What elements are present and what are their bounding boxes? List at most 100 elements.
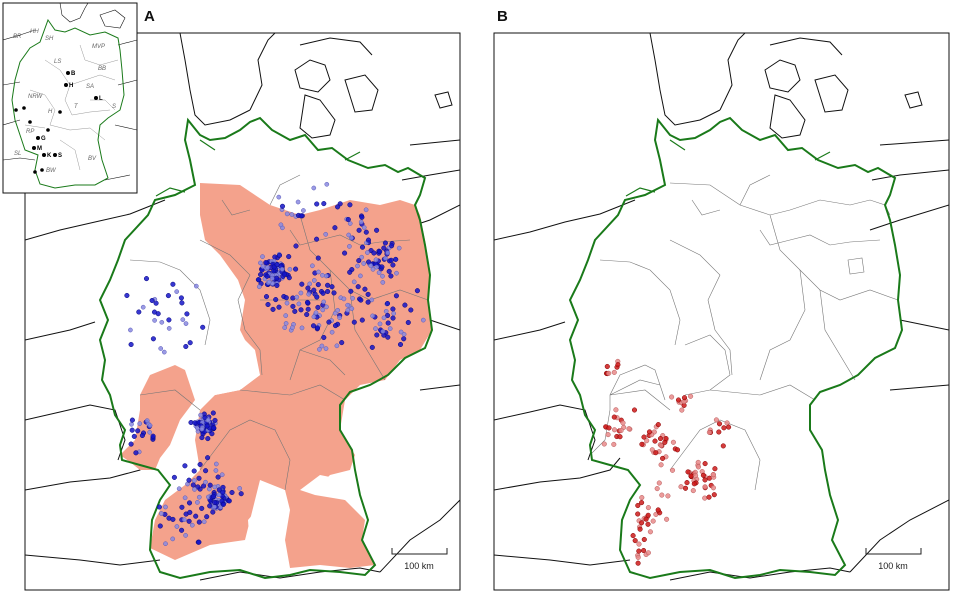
- data-point-b: [706, 494, 712, 500]
- data-point-a: [283, 321, 289, 326]
- data-point-a: [155, 311, 161, 317]
- scale-bar-b: [865, 548, 922, 555]
- data-point-a: [182, 495, 188, 501]
- inset-city-dot-m: [32, 146, 36, 150]
- data-point-a: [157, 523, 163, 529]
- data-point-a: [362, 286, 368, 292]
- data-point-a: [158, 346, 164, 351]
- data-point-a: [201, 519, 207, 525]
- data-point-a: [315, 304, 321, 310]
- data-point-a: [359, 244, 366, 250]
- data-point-a: [320, 307, 326, 313]
- data-point-b: [702, 495, 708, 501]
- data-point-b: [645, 512, 651, 518]
- data-point-a: [377, 321, 383, 327]
- data-point-b: [674, 447, 681, 453]
- data-point-a: [401, 336, 407, 342]
- data-point-a: [301, 208, 306, 213]
- data-point-a: [306, 291, 312, 297]
- data-point-b: [630, 533, 636, 539]
- data-point-a: [161, 349, 167, 355]
- inset-state-label-hh: HH: [30, 29, 39, 35]
- data-point-b: [656, 480, 662, 486]
- data-point-a: [310, 323, 317, 329]
- data-point-a: [293, 266, 299, 272]
- data-point-a: [279, 266, 285, 272]
- data-point-b: [665, 493, 671, 499]
- data-point-a: [282, 325, 288, 330]
- data-point-a: [140, 304, 146, 310]
- data-point-b: [713, 417, 719, 423]
- data-point-a: [207, 482, 213, 488]
- data-point-a: [359, 254, 365, 260]
- data-point-a: [292, 308, 298, 314]
- state-borders-b: [589, 174, 899, 491]
- data-point-a: [203, 479, 208, 485]
- data-point-a: [347, 244, 352, 249]
- data-point-a: [212, 484, 218, 490]
- data-point-a: [323, 346, 329, 351]
- data-point-a: [196, 519, 202, 525]
- data-point-a: [210, 410, 216, 416]
- data-point-b: [631, 407, 638, 413]
- inset-background: [2, 2, 138, 194]
- data-point-b: [641, 547, 647, 554]
- data-point-a: [377, 249, 383, 255]
- data-point-a: [390, 315, 396, 321]
- data-point-b: [658, 442, 664, 449]
- data-point-b: [706, 429, 712, 435]
- data-point-a: [287, 266, 293, 272]
- data-point-a: [374, 227, 380, 233]
- data-point-a: [335, 307, 341, 313]
- data-point-a: [286, 254, 292, 260]
- data-point-a: [210, 493, 217, 499]
- data-point-a: [321, 201, 327, 207]
- data-point-a: [299, 325, 305, 331]
- data-point-a: [298, 307, 304, 313]
- data-point-a: [359, 317, 365, 323]
- data-point-a: [350, 295, 355, 301]
- data-point-b: [641, 434, 647, 440]
- data-point-a: [200, 324, 206, 330]
- inset-site-dot: [22, 106, 26, 110]
- data-point-b: [702, 484, 708, 490]
- data-point-a: [226, 498, 232, 504]
- inset-city-label-l: L: [99, 96, 103, 102]
- data-point-a: [150, 336, 156, 342]
- data-point-a: [290, 325, 295, 330]
- data-point-a: [207, 503, 213, 509]
- data-point-a: [176, 486, 182, 492]
- data-point-a: [212, 499, 218, 506]
- inset-site-dot: [14, 108, 18, 112]
- data-point-a: [401, 331, 407, 337]
- data-point-a: [293, 243, 299, 249]
- data-point-b: [658, 462, 664, 468]
- panel-label-b: B: [497, 8, 508, 25]
- data-point-a: [220, 501, 226, 507]
- data-point-a: [324, 304, 329, 310]
- inset-city-label-k: K: [47, 153, 52, 159]
- inset-state-label-s: S: [112, 104, 116, 110]
- data-point-a: [186, 477, 192, 483]
- data-point-b: [611, 427, 618, 433]
- data-point-a: [298, 290, 304, 296]
- data-point-a: [210, 509, 216, 515]
- data-point-a: [274, 282, 280, 289]
- data-point-b: [605, 432, 611, 438]
- data-point-a: [311, 185, 317, 191]
- data-point-a: [174, 524, 180, 529]
- data-point-b: [645, 521, 651, 527]
- data-point-b: [716, 421, 723, 427]
- data-point-a: [332, 310, 338, 316]
- inset-state-label-h: H: [48, 109, 53, 115]
- data-point-a: [205, 436, 211, 442]
- data-point-a: [341, 296, 347, 302]
- inset-site-dot: [28, 120, 32, 124]
- data-point-b: [702, 461, 708, 467]
- data-point-b: [606, 370, 612, 376]
- data-point-b: [635, 502, 641, 509]
- data-point-a: [323, 273, 329, 279]
- state-borders-a: [129, 174, 429, 491]
